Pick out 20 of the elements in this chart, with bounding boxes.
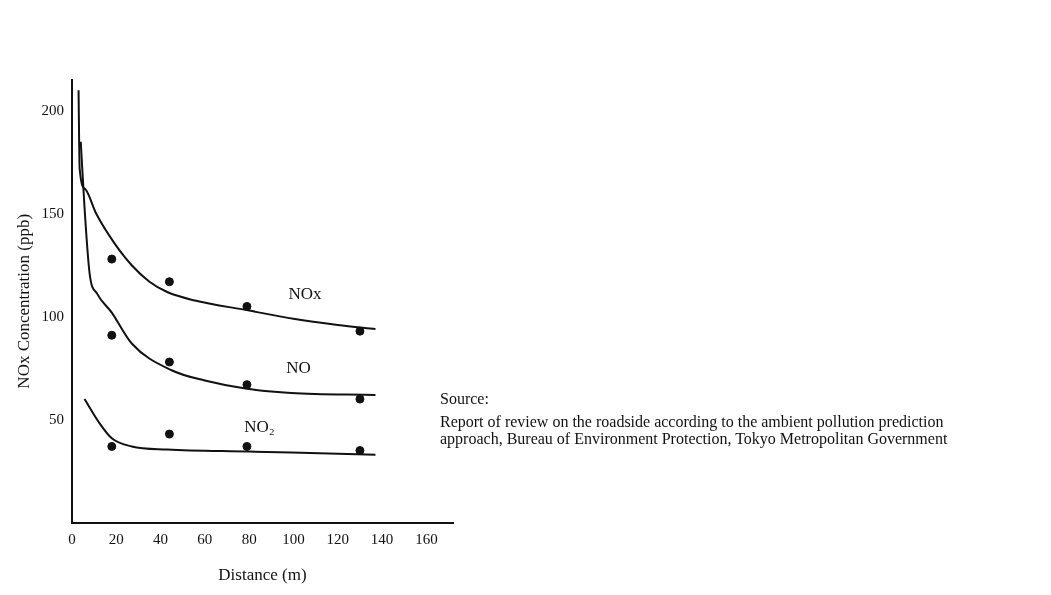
x-tick-label: 140 bbox=[370, 530, 394, 547]
y-axis-title: NOx Concentration (ppb) bbox=[13, 213, 33, 389]
y-tick-label: 200 bbox=[41, 101, 64, 118]
y-tick-label: 100 bbox=[41, 307, 64, 324]
x-tick-label: 80 bbox=[241, 530, 257, 547]
annotation: Report of review on the roadside according to the ambient pollution prediction approach, Bureau of Environment Protection, Tokyo Metropolitan Government bbox=[440, 413, 949, 447]
series-label: NOx bbox=[288, 283, 323, 303]
x-tick-label: 100 bbox=[282, 530, 305, 547]
y-tick-label: 50 bbox=[48, 410, 64, 427]
series-label: NO bbox=[286, 357, 311, 377]
x-tick-label: 120 bbox=[326, 530, 350, 547]
x-axis-title: Distance (m) bbox=[218, 565, 307, 585]
series-label: NO₂ bbox=[244, 416, 275, 436]
x-tick-label: 20 bbox=[108, 530, 124, 547]
x-tick-label: 0 bbox=[68, 530, 76, 547]
x-tick-label: 60 bbox=[197, 530, 213, 547]
y-tick-label: 150 bbox=[41, 204, 64, 221]
x-tick-label: 40 bbox=[153, 530, 169, 547]
x-tick-label: 160 bbox=[415, 530, 438, 547]
annotation: Source: bbox=[440, 390, 490, 407]
